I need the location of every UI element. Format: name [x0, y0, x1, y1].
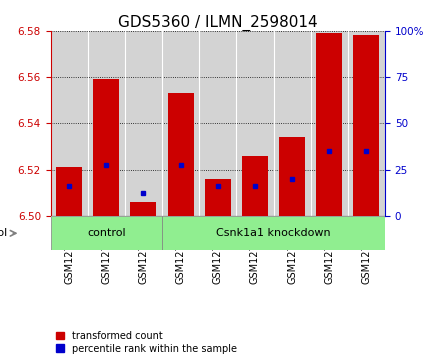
Bar	[88, 31, 125, 216]
Title: GDS5360 / ILMN_2598014: GDS5360 / ILMN_2598014	[118, 15, 318, 31]
Bar	[236, 31, 274, 216]
Bar	[274, 31, 311, 216]
Bar	[162, 216, 385, 250]
Bar	[348, 31, 385, 216]
Bar	[93, 79, 119, 216]
Bar	[242, 156, 268, 216]
Bar	[199, 31, 236, 216]
Bar	[56, 167, 82, 216]
Text: protocol: protocol	[0, 228, 7, 238]
Bar	[125, 31, 162, 216]
Bar	[205, 179, 231, 216]
Bar	[311, 31, 348, 216]
Bar	[51, 31, 88, 216]
Bar	[316, 33, 342, 216]
Bar	[131, 202, 157, 216]
Bar	[162, 31, 199, 216]
Bar	[353, 36, 379, 216]
Text: control: control	[87, 228, 126, 238]
Text: Csnk1a1 knockdown: Csnk1a1 knockdown	[216, 228, 331, 238]
Bar	[279, 137, 305, 216]
Legend: transformed count, percentile rank within the sample: transformed count, percentile rank withi…	[55, 330, 238, 355]
Bar	[51, 216, 162, 250]
Bar	[168, 93, 194, 216]
